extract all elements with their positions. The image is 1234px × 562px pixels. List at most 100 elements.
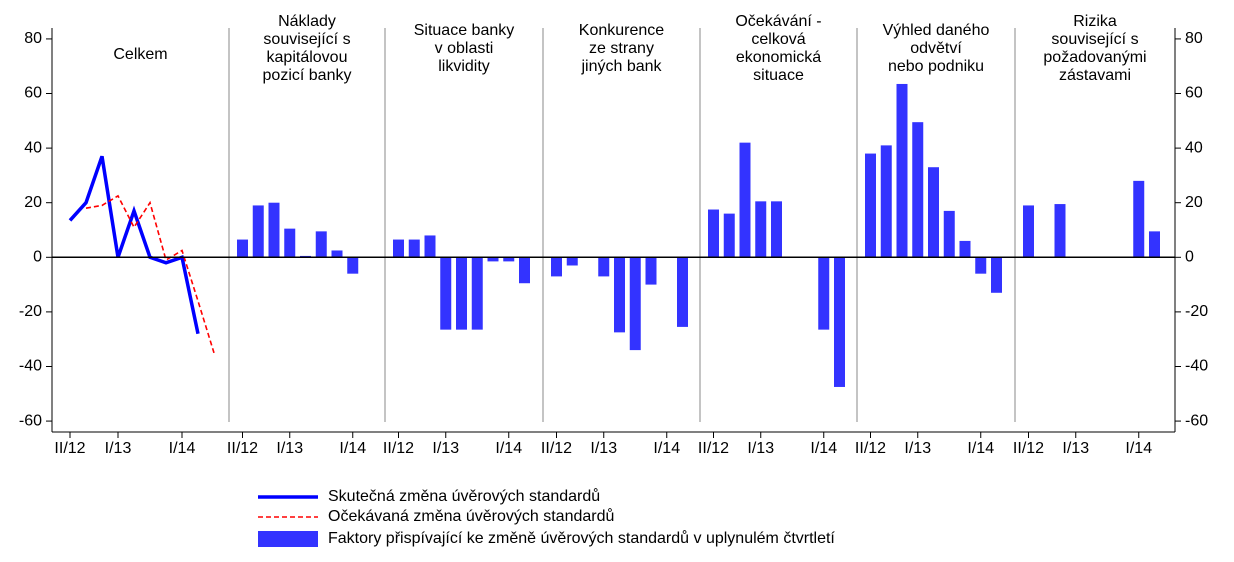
- bar: [959, 240, 971, 258]
- y-tick-label: -60: [19, 412, 42, 429]
- legend-swatch: [258, 531, 318, 547]
- y-tick-label: -40: [19, 358, 42, 375]
- bar: [1133, 180, 1145, 258]
- bar: [723, 213, 735, 258]
- bar: [739, 142, 751, 258]
- y2-tick-label: -20: [1185, 303, 1208, 320]
- bar: [818, 257, 830, 330]
- bar: [991, 257, 1002, 293]
- panel-title: likvidity: [438, 58, 490, 75]
- y-tick-label: 60: [24, 85, 42, 102]
- bar: [331, 250, 343, 258]
- x-tick-label: II/12: [698, 440, 729, 457]
- panel-title: odvětví: [910, 40, 962, 57]
- x-tick-label: I/14: [1125, 440, 1152, 457]
- y-tick-label: 40: [24, 139, 42, 156]
- panel-title: celková: [751, 31, 805, 48]
- bar: [268, 202, 280, 258]
- bar: [975, 257, 987, 274]
- y2-tick-label: 40: [1185, 139, 1203, 156]
- panel-title: jiných bank: [580, 58, 662, 75]
- bar: [708, 209, 719, 258]
- bar: [1023, 205, 1034, 258]
- panel-title: ekonomická: [736, 49, 821, 66]
- bar: [912, 122, 924, 258]
- bar: [237, 239, 248, 258]
- bar: [1054, 204, 1066, 258]
- legend-label: Skutečná změna úvěrových standardů: [328, 487, 600, 505]
- panel-title: kapitálovou: [267, 49, 348, 66]
- x-tick-label: II/12: [855, 440, 886, 457]
- bar: [393, 239, 404, 258]
- x-tick-label: I/14: [653, 440, 680, 457]
- panel-title: situace: [753, 67, 804, 84]
- x-tick-label: I/14: [967, 440, 994, 457]
- x-tick-label: II/12: [227, 440, 258, 457]
- panel-title: požadovanými: [1043, 49, 1146, 66]
- x-tick-label: I/13: [432, 440, 459, 457]
- bar: [771, 201, 782, 258]
- bar: [614, 257, 625, 333]
- bar: [408, 239, 420, 258]
- x-tick-label: I/14: [810, 440, 837, 457]
- x-tick-label: I/13: [747, 440, 774, 457]
- x-tick-label: I/13: [276, 440, 303, 457]
- y2-tick-label: 0: [1185, 249, 1194, 266]
- bar: [865, 153, 876, 258]
- bar: [487, 257, 499, 262]
- bar: [347, 257, 359, 274]
- bar: [755, 201, 767, 258]
- bar: [566, 257, 578, 266]
- panel-title: pozicí banky: [263, 67, 352, 84]
- bar: [284, 228, 296, 258]
- bar: [503, 257, 515, 262]
- x-tick-label: I/14: [339, 440, 366, 457]
- x-tick-label: I/14: [169, 440, 196, 457]
- legend-label: Faktory přispívající ke změně úvěrových …: [328, 529, 835, 547]
- x-tick-label: I/13: [590, 440, 617, 457]
- bar: [928, 167, 939, 258]
- y2-tick-label: -40: [1185, 358, 1208, 375]
- panel-title: Konkurence: [579, 22, 664, 39]
- bar: [880, 145, 892, 258]
- x-tick-label: II/12: [1013, 440, 1044, 457]
- bar: [598, 257, 610, 277]
- panel-title: nebo podniku: [888, 58, 984, 75]
- y-tick-label: -20: [19, 303, 42, 320]
- bar: [424, 235, 436, 258]
- legend-label: Očekávaná změna úvěrových standardů: [328, 507, 614, 525]
- panel-title: související s: [263, 31, 350, 48]
- panel-title: Výhled daného: [883, 22, 990, 39]
- x-tick-label: II/12: [383, 440, 414, 457]
- y2-tick-label: 60: [1185, 85, 1203, 102]
- x-tick-label: I/13: [1062, 440, 1089, 457]
- bar: [1149, 231, 1160, 258]
- panel-title: Rizika: [1073, 13, 1117, 30]
- bar: [471, 257, 483, 330]
- panel-title: Očekávání -: [735, 13, 821, 30]
- y-tick-label: 20: [24, 194, 42, 211]
- panel-title: ze strany: [589, 40, 654, 57]
- x-tick-label: I/13: [904, 440, 931, 457]
- bar: [315, 231, 327, 258]
- bar: [252, 205, 264, 258]
- panel-title: Celkem: [113, 46, 167, 63]
- y2-tick-label: 80: [1185, 30, 1203, 47]
- series-line: [68, 155, 200, 335]
- panel-title: Náklady: [278, 13, 336, 30]
- bar: [440, 257, 452, 330]
- bar: [834, 257, 845, 387]
- bar: [943, 210, 955, 258]
- bar: [629, 257, 641, 351]
- bar: [677, 257, 688, 327]
- bar: [456, 257, 467, 330]
- bar: [645, 257, 657, 285]
- bar: [896, 83, 908, 258]
- y2-tick-label: 20: [1185, 194, 1203, 211]
- bar: [519, 257, 530, 284]
- panel-title: v oblasti: [435, 40, 494, 57]
- y2-tick-label: -60: [1185, 412, 1208, 429]
- x-tick-label: I/13: [105, 440, 132, 457]
- series-line: [85, 194, 215, 354]
